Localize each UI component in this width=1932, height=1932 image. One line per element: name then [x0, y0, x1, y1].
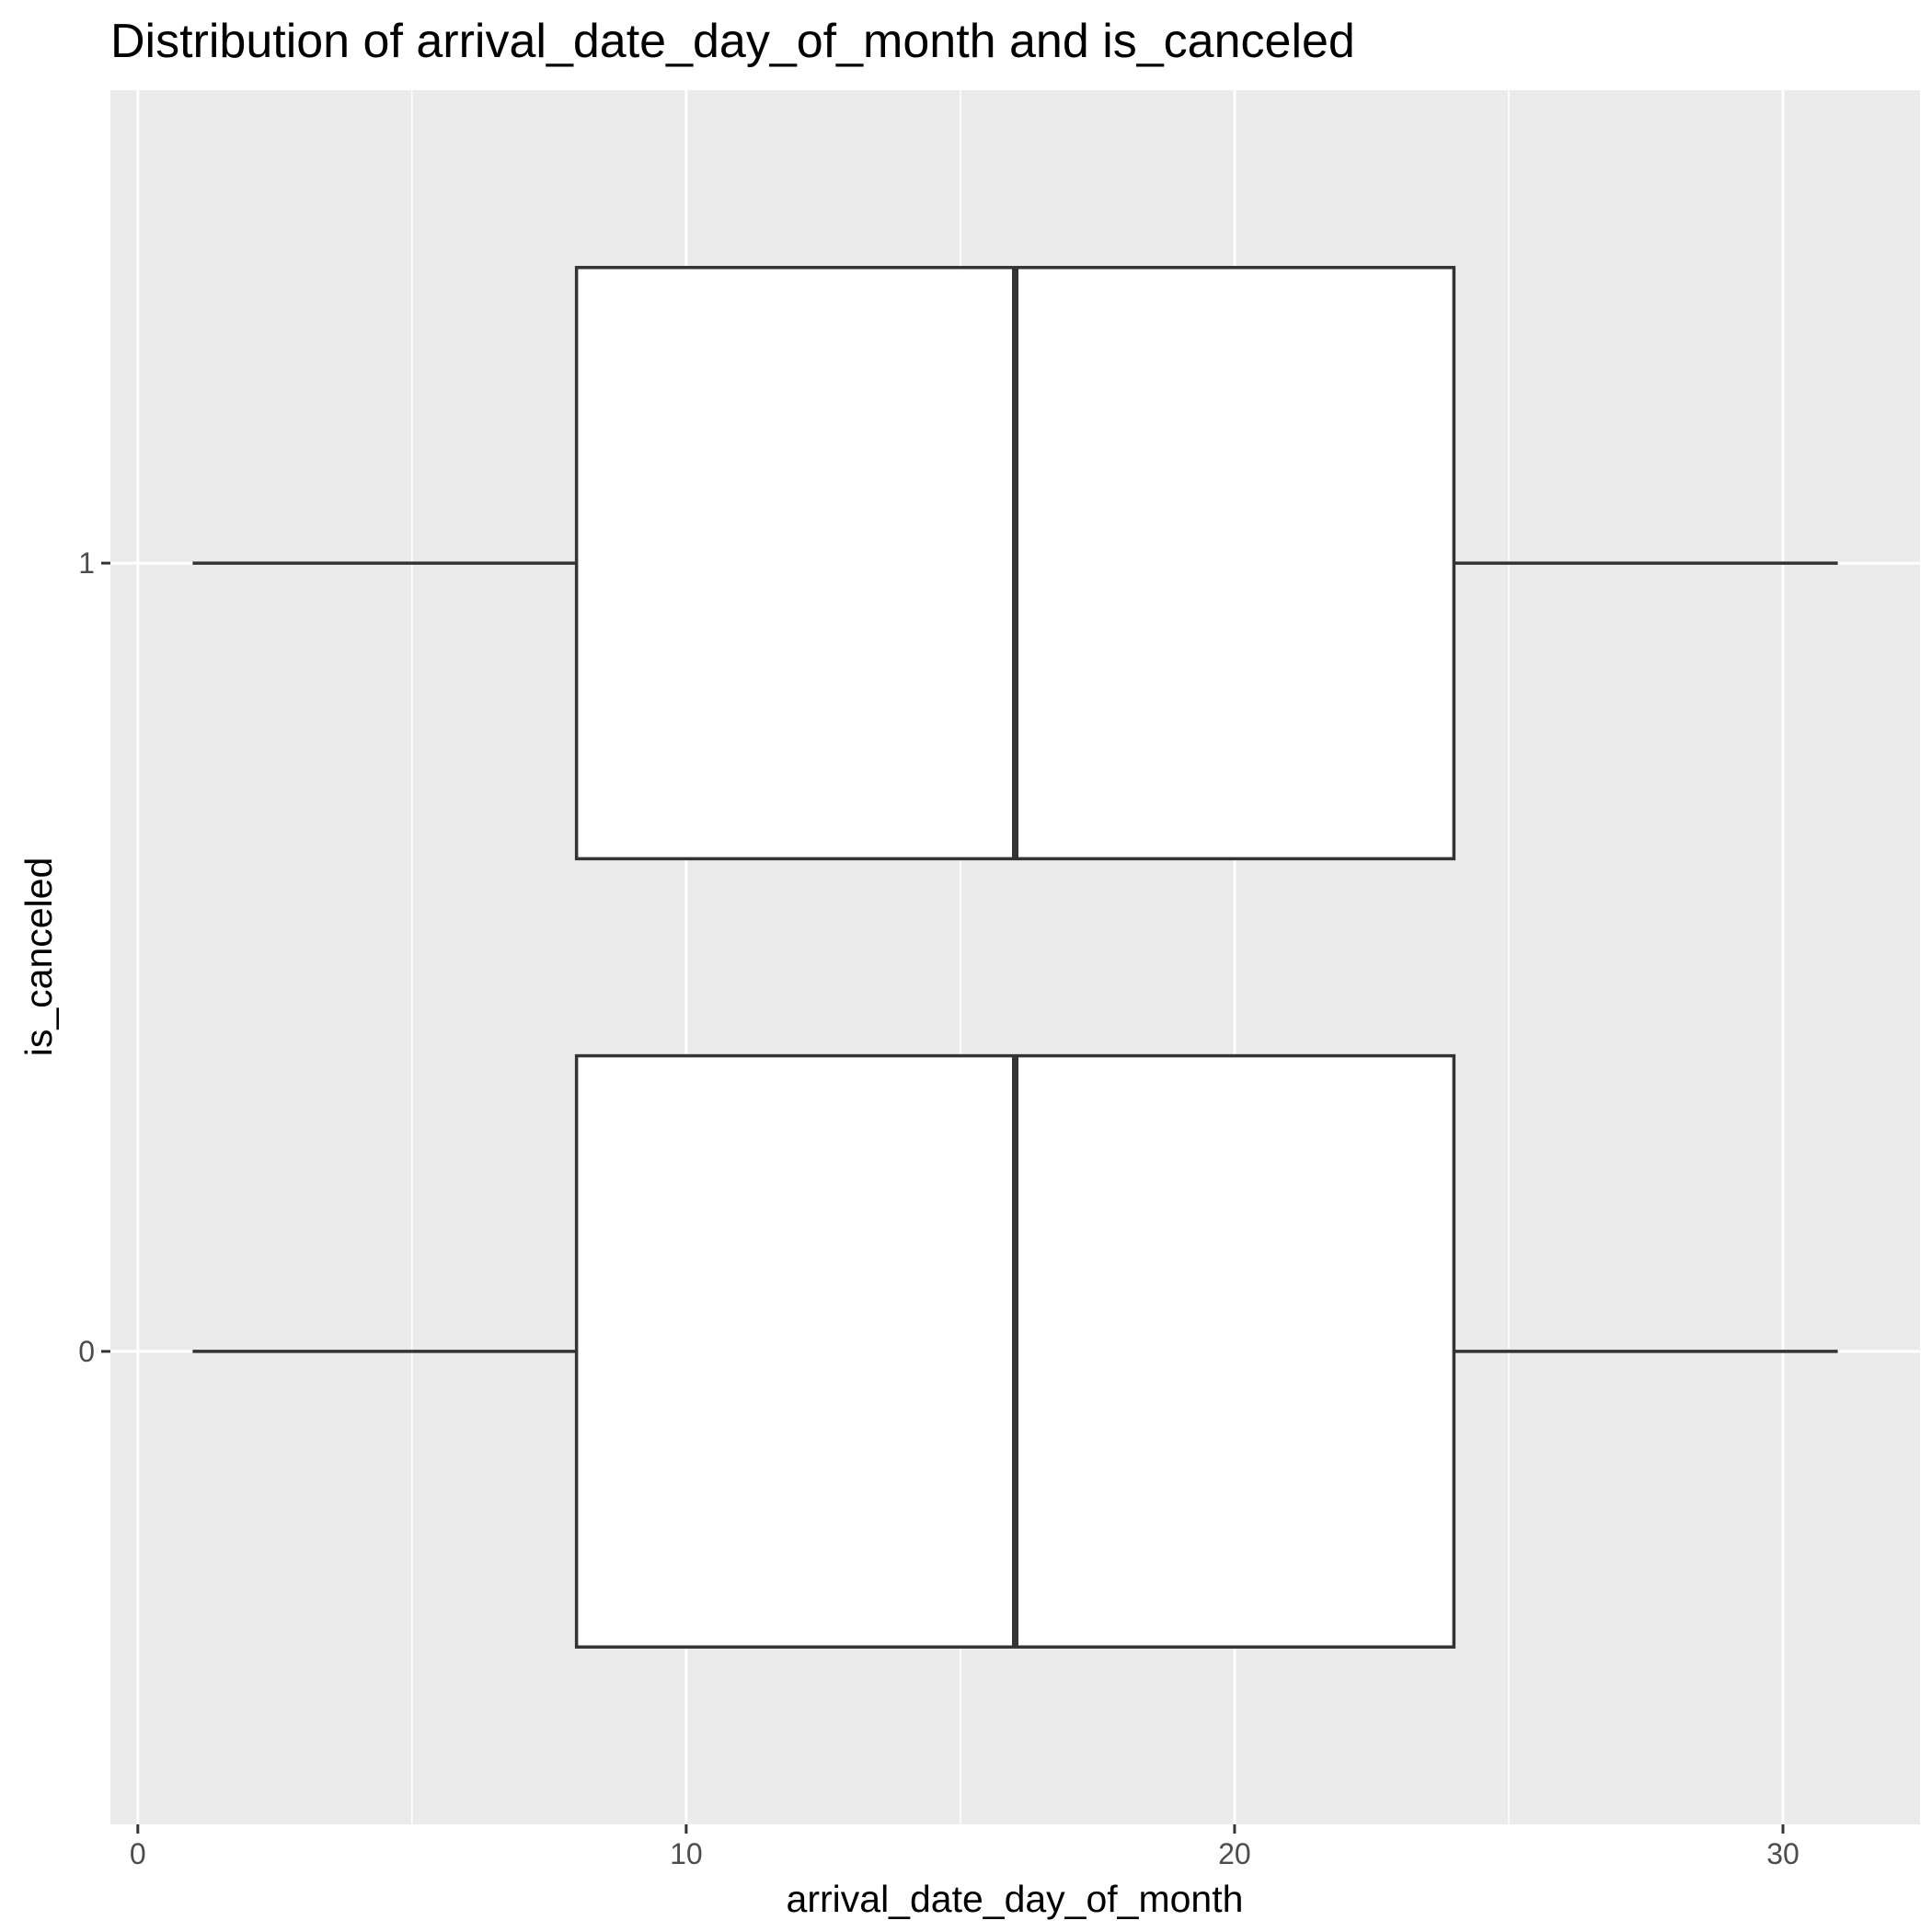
- box-1: [192, 266, 1838, 861]
- box-group: [192, 266, 1838, 1649]
- x-tick-label: 20: [1218, 1837, 1251, 1870]
- y-axis-title: is_canceled: [17, 857, 60, 1057]
- y-tick-label: 1: [78, 546, 95, 580]
- x-tick-label: 10: [670, 1837, 703, 1870]
- x-axis-title: arrival_date_day_of_month: [787, 1878, 1244, 1920]
- x-axis: 0 10 20 30: [130, 1824, 1800, 1870]
- y-tick-label: 0: [78, 1335, 95, 1368]
- x-tick-label: 30: [1766, 1837, 1800, 1870]
- box-0: [192, 1053, 1838, 1649]
- y-axis: 01: [78, 546, 110, 1368]
- chart-title: Distribution of arrival_date_day_of_mont…: [110, 15, 1355, 68]
- x-tick-label: 0: [130, 1837, 146, 1870]
